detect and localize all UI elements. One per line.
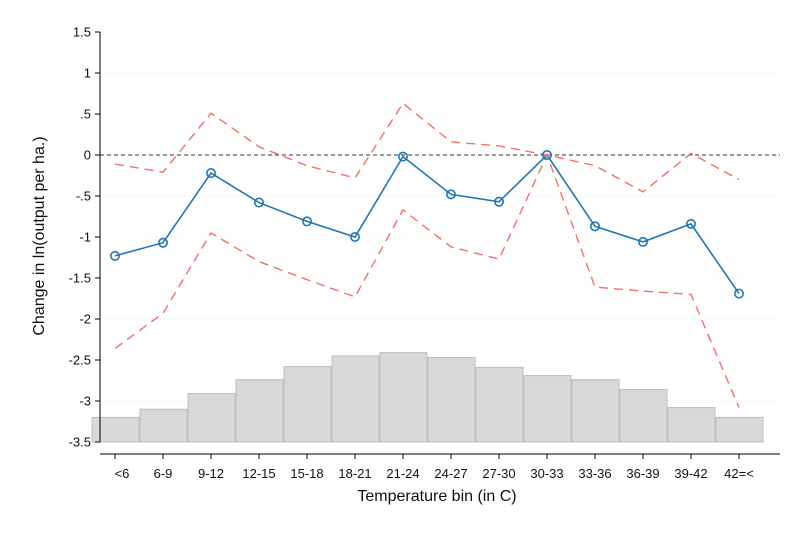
x-tick-label: 12-15 (242, 466, 275, 481)
y-tick-label: -2.5 (69, 353, 91, 368)
histogram-bar (475, 366, 524, 443)
x-tick-label: 18-21 (338, 466, 371, 481)
y-tick-label: 1 (84, 66, 91, 81)
data-point (301, 216, 312, 227)
histogram-bar (427, 357, 476, 443)
histogram-bar (283, 366, 332, 443)
histogram-bar (379, 352, 428, 443)
axes (95, 31, 780, 459)
x-tick-label: 15-18 (290, 466, 323, 481)
data-point (349, 232, 360, 243)
x-tick-labels: <6 6-9 9-12 12-15 15-18 18-21 21-24 24-27 27-30 3… (115, 466, 754, 481)
y-tick-label: -1 (79, 230, 91, 245)
y-tick-label: -.5 (76, 189, 91, 204)
data-point (685, 218, 696, 229)
data-point (637, 236, 648, 247)
histogram-bar (571, 379, 620, 443)
data-point (541, 150, 552, 161)
x-tick-label: 36-39 (626, 466, 659, 481)
histogram-bar (331, 355, 380, 443)
histogram-bar (667, 407, 716, 443)
data-point (733, 288, 744, 299)
x-tick-label: 21-24 (386, 466, 419, 481)
x-tick-label: 33-36 (578, 466, 611, 481)
x-tick-label: 39-42 (674, 466, 707, 481)
estimate-line (114, 153, 740, 295)
x-tick-label: 24-27 (434, 466, 467, 481)
y-tick-label: 1.5 (73, 25, 91, 40)
y-tick-labels: 1.51.50-.5-1-1.5-2-2.5-3-3.5 (69, 25, 91, 450)
x-axis-title: Temperature bin (in C) (357, 488, 516, 505)
data-point (445, 189, 456, 200)
series-markers (110, 150, 744, 299)
x-tick-label: 9-12 (198, 466, 224, 481)
histogram-bar (235, 379, 284, 443)
lower-ci-line (114, 153, 740, 408)
series-lines (114, 102, 740, 408)
x-tick-label: 42=< (724, 466, 754, 481)
y-tick-label: .5 (80, 107, 91, 122)
x-tick-label: 27-30 (482, 466, 515, 481)
x-tick-label: 6-9 (154, 466, 173, 481)
y-tick-label: -3.5 (69, 435, 91, 450)
data-point (110, 250, 121, 261)
y-tick-label: 0 (84, 148, 91, 163)
data-point (206, 168, 217, 179)
x-tick-label: <6 (115, 466, 130, 481)
histogram-bar (619, 389, 668, 443)
histogram-bar (91, 416, 140, 443)
y-tick-label: -3 (79, 394, 91, 409)
histogram-bar (187, 393, 236, 443)
upper-ci-line (114, 102, 740, 193)
histogram-bar (523, 375, 572, 443)
data-point (397, 151, 408, 162)
y-tick-label: -1.5 (69, 271, 91, 286)
data-point (158, 237, 169, 248)
data-point (254, 197, 265, 208)
histogram (91, 352, 764, 443)
data-point (589, 221, 600, 232)
y-tick-label: -2 (79, 312, 91, 327)
x-tick-label: 30-33 (530, 466, 563, 481)
histogram-bar (139, 408, 188, 443)
y-axis-title: Change in ln(output per ha.) (31, 136, 48, 335)
data-point (493, 196, 504, 207)
histogram-bar (715, 416, 764, 443)
